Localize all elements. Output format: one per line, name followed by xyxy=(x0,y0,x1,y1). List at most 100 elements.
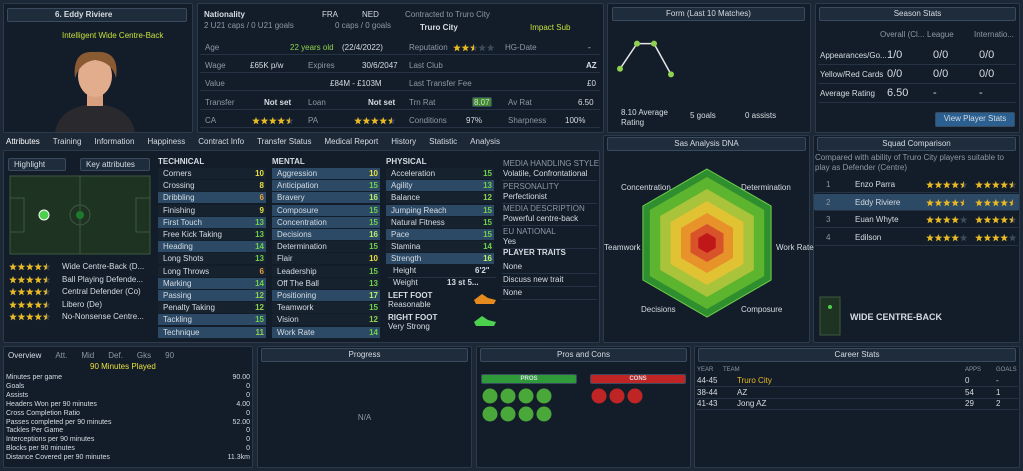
dropdown[interactable] xyxy=(8,158,66,171)
attribute-value: 16 xyxy=(483,254,492,264)
star xyxy=(975,181,983,189)
panel-header xyxy=(607,137,806,151)
star xyxy=(9,263,17,271)
star xyxy=(9,300,17,308)
stat-label: Blocks per 90 minutes xyxy=(6,445,75,453)
attribute-name: Marking xyxy=(163,278,192,288)
panel xyxy=(815,3,1020,133)
label: Height xyxy=(393,266,417,275)
tab[interactable]: Analysis xyxy=(470,137,500,146)
star xyxy=(277,117,285,125)
value: Not set xyxy=(368,98,396,107)
attribute-name: Positioning xyxy=(277,291,317,300)
attribute-name: Pace xyxy=(391,230,410,239)
attribute-name: Decisions xyxy=(277,230,312,239)
role-name: Central Defender (Co) xyxy=(62,287,141,296)
star xyxy=(470,44,474,52)
star-rating xyxy=(9,300,51,308)
star xyxy=(959,181,964,189)
attribute-value: 15 xyxy=(483,205,492,215)
tab[interactable]: Transfer Status xyxy=(257,137,312,146)
attribute-value: 16 xyxy=(369,230,378,239)
tab[interactable]: Contract Info xyxy=(198,137,245,146)
star xyxy=(1008,216,1013,224)
career-cell: 41-43 xyxy=(697,399,718,408)
overview-tab[interactable]: Def. xyxy=(108,351,123,360)
star-rating xyxy=(9,313,51,321)
star xyxy=(975,216,983,224)
pro-icon xyxy=(500,406,516,422)
stat-value: 11.3km xyxy=(227,454,250,462)
form-point xyxy=(617,65,623,72)
view-stats-button[interactable] xyxy=(935,112,1015,127)
value: £0 xyxy=(587,79,596,88)
con-icon xyxy=(627,388,643,404)
player-name: 6. Eddy Riviere xyxy=(55,10,113,19)
separator xyxy=(815,244,1018,246)
stat-label: Goals xyxy=(6,382,25,390)
label: Av Rat xyxy=(508,98,532,107)
player-photo xyxy=(55,51,135,132)
row-bg xyxy=(386,241,494,253)
key-highlight xyxy=(272,229,380,240)
media-value: Yes xyxy=(503,236,517,246)
star-empty xyxy=(486,44,495,52)
pitch xyxy=(9,175,151,255)
stat-value: 0 xyxy=(246,409,250,417)
cons-label: CONS xyxy=(629,376,647,382)
key-highlight xyxy=(158,290,266,301)
attribute-value: 15 xyxy=(483,217,492,227)
star xyxy=(926,181,934,189)
star xyxy=(943,233,951,241)
dropdown-label[interactable]: Highlight xyxy=(14,160,46,169)
age: 22 years old xyxy=(290,43,334,52)
row-bg xyxy=(386,168,494,179)
overview-tab[interactable]: Overview xyxy=(8,351,42,360)
overview-tab[interactable]: Att. xyxy=(55,351,68,360)
rank: 1 xyxy=(826,180,831,189)
tab[interactable]: Happiness xyxy=(147,137,186,146)
tab[interactable]: Statistic xyxy=(429,137,458,146)
trait: Discuss new trait xyxy=(503,275,564,284)
star-rating xyxy=(975,216,1017,224)
row-bg xyxy=(158,302,266,314)
row-bg xyxy=(158,253,266,265)
value: £84M - £103M xyxy=(330,79,382,88)
tab[interactable]: Information xyxy=(94,137,135,146)
dropdown-label[interactable]: Key attributes xyxy=(86,160,135,169)
star xyxy=(959,198,964,206)
star xyxy=(42,288,47,296)
button-label[interactable]: View Player Stats xyxy=(943,114,1007,123)
attribute-name: Leadership xyxy=(277,266,317,276)
panel xyxy=(607,3,811,133)
key-highlight xyxy=(272,204,380,216)
overview-tab[interactable]: 90 xyxy=(165,351,175,360)
overview-tab[interactable]: Mid xyxy=(81,351,95,360)
form-point xyxy=(668,71,674,78)
tab[interactable]: History xyxy=(391,137,417,146)
star xyxy=(951,233,959,241)
dna-axis-label: Determination xyxy=(741,183,791,192)
empty-note: N/A xyxy=(357,413,372,422)
star xyxy=(9,275,17,283)
hair xyxy=(74,51,117,78)
tab[interactable]: Attributes xyxy=(6,137,40,146)
stat: 0/0 xyxy=(887,68,903,80)
attribute-value: 14 xyxy=(369,327,378,337)
separator xyxy=(502,286,597,287)
star xyxy=(983,216,992,224)
panel-title: Squad Comparison xyxy=(882,139,951,148)
box xyxy=(9,197,25,233)
attribute-value: 15 xyxy=(483,169,492,178)
separator xyxy=(388,277,496,278)
overview-tab[interactable]: Gks xyxy=(136,351,152,360)
pros-label: PROS xyxy=(520,376,538,382)
attribute-name: Technique xyxy=(163,327,200,337)
minutes-played: 90 Minutes Played xyxy=(90,362,156,371)
attribute-name: Long Shots xyxy=(163,254,204,264)
tab[interactable]: Training xyxy=(52,137,82,146)
separator xyxy=(200,90,600,91)
tab[interactable]: Medical Report xyxy=(324,137,379,146)
star-fill xyxy=(975,181,1013,189)
dropdown[interactable] xyxy=(80,158,150,171)
